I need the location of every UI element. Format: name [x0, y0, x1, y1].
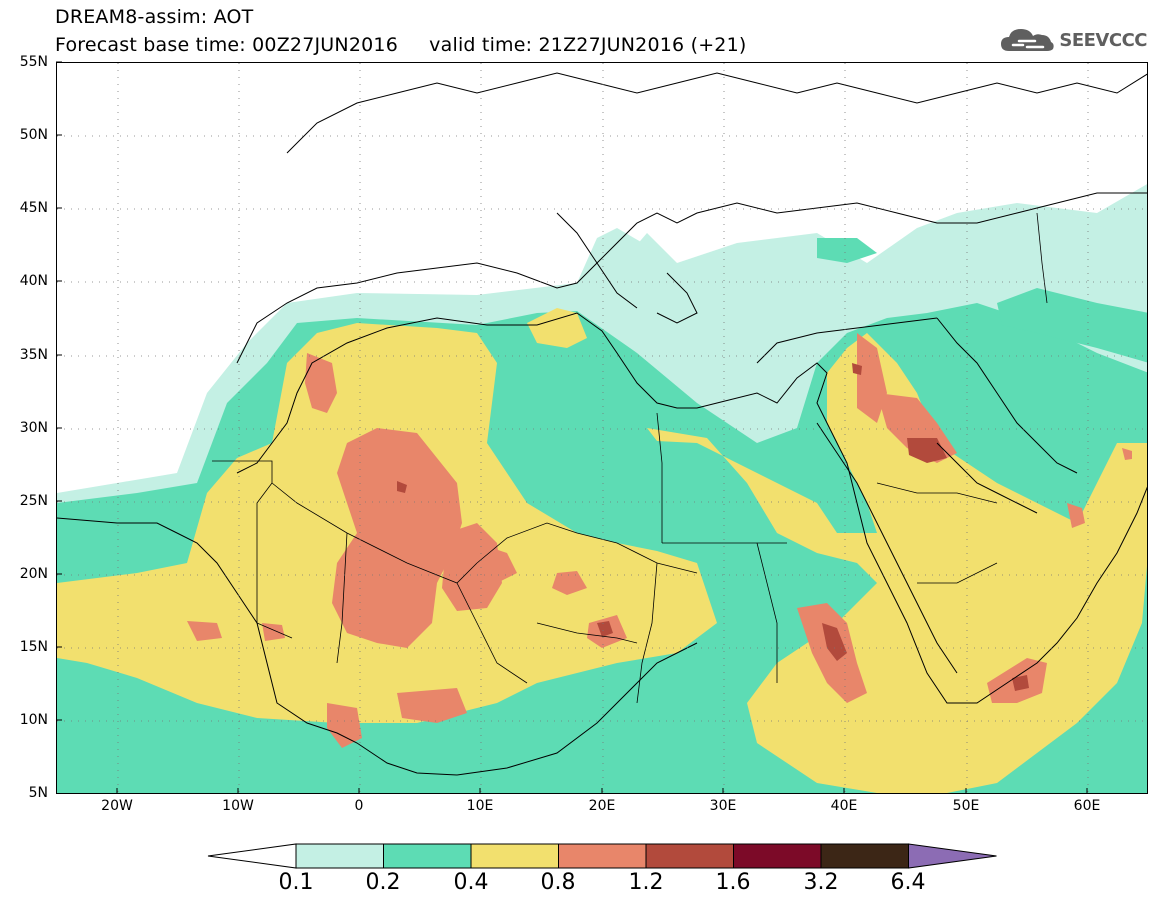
lat-label: 30N [19, 420, 48, 436]
lon-label: 50E [952, 798, 980, 814]
country-borders [212, 212, 1048, 704]
lat-label: 55N [19, 54, 48, 70]
colorbar-box [295, 843, 384, 869]
map-area [56, 62, 1148, 794]
lat-label: 50N [19, 127, 48, 143]
lat-label: 20N [19, 566, 48, 582]
colorbar-label: 0.4 [453, 870, 489, 895]
colorbar-label: 1.2 [628, 870, 664, 895]
lon-label: 10W [222, 798, 254, 814]
cloud-icon [1001, 29, 1055, 51]
colorbar-box [733, 843, 822, 869]
lon-label: 20W [101, 798, 133, 814]
colorbar-under-triangle [207, 843, 297, 869]
colorbar-label: 1.6 [715, 870, 751, 895]
colorbar-label: 6.4 [890, 870, 926, 895]
lat-label: 45N [19, 200, 48, 216]
colorbar-label: 0.8 [540, 870, 576, 895]
lon-label: 0 [354, 798, 364, 814]
lat-label: 5N [28, 785, 48, 801]
colorbar-box [558, 843, 647, 869]
forecast-time-line: Forecast base time: 00Z27JUN2016 valid t… [55, 34, 747, 56]
lon-label: 60E [1073, 798, 1101, 814]
colorbar-box [383, 843, 472, 869]
colorbar-label: 3.2 [803, 870, 839, 895]
colorbar-box [470, 843, 559, 869]
lon-label: 20E [588, 798, 616, 814]
aot-field [57, 63, 1147, 793]
lat-label: 35N [19, 347, 48, 363]
lon-label: 40E [830, 798, 858, 814]
lon-label: 10E [466, 798, 494, 814]
lat-label: 15N [19, 639, 48, 655]
aot-level-1.2 [397, 363, 1029, 691]
map-title: DREAM8-assim: AOT [55, 6, 254, 28]
lat-label: 40N [19, 273, 48, 289]
colorbar-label: 0.1 [278, 870, 314, 895]
colorbar-label: 0.2 [365, 870, 401, 895]
graticule [57, 63, 1147, 793]
logo-text: SEEVCCC [1059, 29, 1147, 51]
seevccc-logo: SEEVCCC [999, 22, 1147, 58]
colorbar-box [645, 843, 734, 869]
coastlines [57, 72, 1147, 776]
colorbar-box [820, 843, 909, 869]
lat-label: 25N [19, 493, 48, 509]
colorbar-over-triangle [908, 843, 997, 869]
lat-label: 10N [19, 712, 48, 728]
lon-label: 30E [709, 798, 737, 814]
